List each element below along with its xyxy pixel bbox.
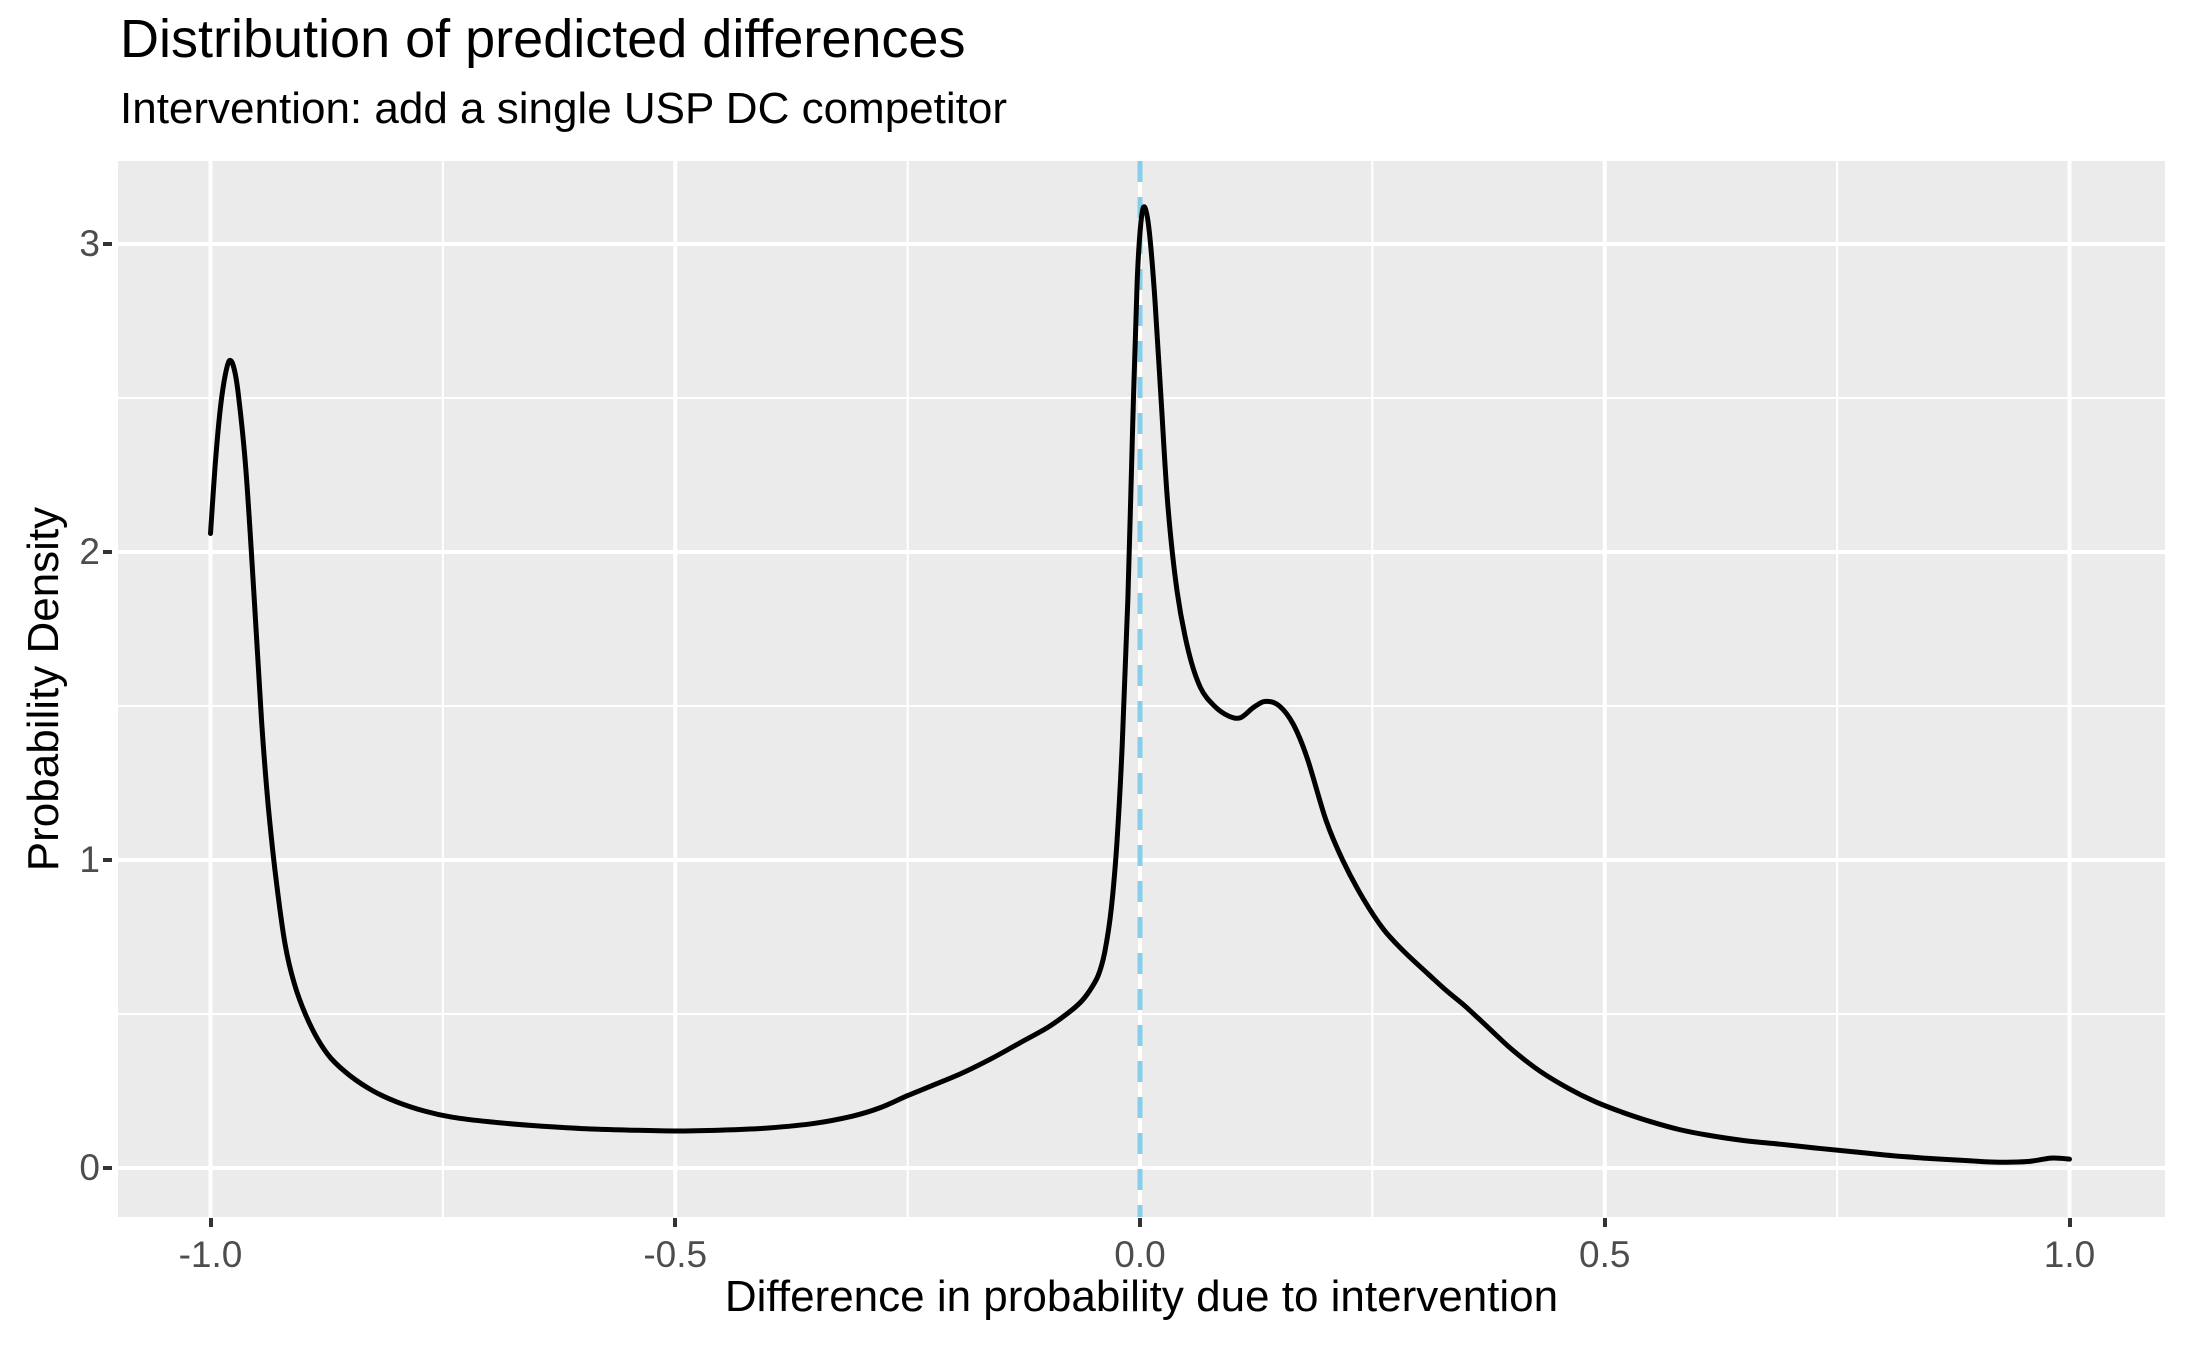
y-axis-title: Probability Density bbox=[19, 506, 68, 872]
y-tick-mark bbox=[103, 1166, 112, 1170]
density-plot-svg bbox=[118, 161, 2165, 1217]
y-tick-mark bbox=[103, 242, 112, 246]
x-tick-mark bbox=[673, 1218, 678, 1227]
x-tick-mark bbox=[1602, 1218, 1607, 1227]
x-tick-mark bbox=[208, 1218, 213, 1227]
y-tick-mark bbox=[103, 858, 112, 862]
x-tick-label: 0.5 bbox=[1579, 1234, 1631, 1275]
plot-title: Distribution of predicted differences bbox=[120, 9, 966, 69]
x-tick-label: -1.0 bbox=[178, 1234, 243, 1275]
plot-panel bbox=[118, 161, 2165, 1217]
y-tick-label: 2 bbox=[79, 531, 100, 572]
x-tick-label: 1.0 bbox=[2043, 1234, 2096, 1275]
y-tick-mark bbox=[103, 550, 112, 554]
y-tick-label: 1 bbox=[79, 839, 100, 880]
x-tick-label: 0.0 bbox=[1114, 1234, 1166, 1275]
x-tick-mark bbox=[1138, 1218, 1142, 1227]
y-tick-label: 3 bbox=[79, 223, 100, 264]
density-curve bbox=[208, 204, 2072, 1165]
plot-subtitle: Intervention: add a single USP DC compet… bbox=[120, 84, 1007, 133]
y-tick-label: 0 bbox=[79, 1147, 100, 1188]
x-tick-label: -0.5 bbox=[643, 1234, 708, 1275]
x-axis-title: Difference in probability due to interve… bbox=[724, 1272, 1559, 1321]
x-tick-mark bbox=[2067, 1218, 2072, 1227]
